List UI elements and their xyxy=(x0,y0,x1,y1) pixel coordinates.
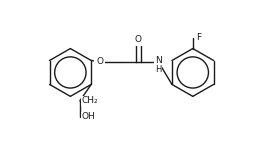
Text: N: N xyxy=(155,56,162,65)
Text: F: F xyxy=(196,33,201,42)
Text: H: H xyxy=(155,65,161,74)
Text: O: O xyxy=(135,36,142,45)
Text: O: O xyxy=(96,57,103,66)
Text: CH₂: CH₂ xyxy=(82,96,99,106)
Text: OH: OH xyxy=(82,112,96,121)
